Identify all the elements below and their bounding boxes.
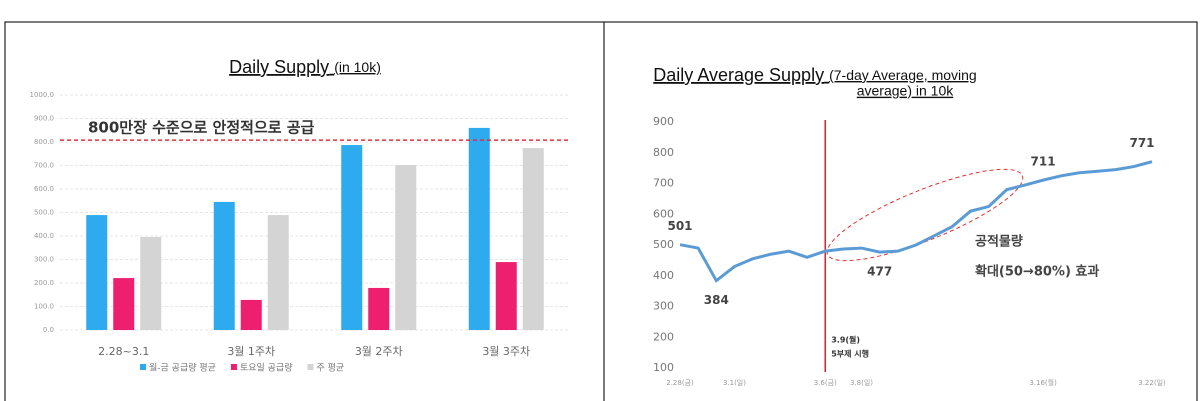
data-label: 477: [867, 265, 892, 279]
title: Daily Average Supply: [653, 65, 824, 85]
y-tick-label: 600: [653, 207, 674, 220]
frame: [4, 21, 1198, 401]
x-tick-label: 2.28(금): [666, 379, 694, 387]
bar: [522, 148, 544, 330]
bar: [495, 262, 517, 330]
y-tick-label: 200.0: [34, 279, 54, 287]
subtitle: (in 10k): [334, 59, 381, 75]
bar: [213, 201, 235, 330]
annotation: 800만장 수준으로 안정적으로 공급: [88, 119, 315, 137]
bar: [267, 215, 289, 330]
legend-label: 토요일 공급량: [240, 362, 293, 374]
x-tick-label: 3월 3주차: [482, 345, 530, 358]
legend-swatch: [230, 364, 237, 370]
data-label: 771: [1129, 136, 1154, 150]
bar: [240, 299, 262, 330]
y-tick-label: 800.0: [34, 138, 54, 146]
data-label: 501: [667, 219, 692, 233]
y-tick-label: 600.0: [34, 185, 54, 193]
y-tick-label: 300: [653, 300, 674, 313]
x-tick-label: 3.22(일): [1138, 378, 1166, 387]
legend-label: 주 평균: [316, 363, 344, 374]
y-tick-label: 500.0: [34, 209, 54, 217]
y-tick-label: 100: [653, 361, 674, 374]
x-tick-label: 2.28~3.1: [98, 345, 149, 358]
bar: [113, 278, 135, 330]
annotation: 공적물량: [975, 234, 1023, 250]
bar: [341, 145, 363, 330]
bar: [395, 165, 417, 330]
y-tick-label: 700.0: [34, 162, 54, 170]
y-tick-label: 200: [653, 330, 674, 343]
subtitle: (7-day Average, moving: [829, 67, 977, 83]
legend-label: 월-금 공급량 평균: [149, 362, 216, 374]
data-label: 384: [704, 293, 729, 307]
subtitle: average) in 10k: [857, 83, 955, 99]
x-tick-label: 3월 1주차: [227, 345, 275, 358]
y-tick-label: 700: [653, 177, 674, 190]
chart-title: Daily Supply (in 10k): [229, 57, 381, 77]
legend-swatch: [307, 364, 314, 370]
bar: [368, 287, 390, 330]
event-label: 5부제 시행: [831, 349, 869, 359]
chart-title: Daily Average Supply (7-day Average, mov…: [653, 65, 976, 85]
y-tick-label: 100.0: [34, 303, 54, 311]
x-tick-label: 3.1(일): [723, 378, 746, 387]
legend-swatch: [140, 364, 146, 370]
x-tick-label: 3.16(월): [1029, 378, 1057, 387]
bar: [86, 215, 108, 330]
x-tick-label: 3.6(금): [814, 379, 837, 387]
y-tick-label: 1000.0: [30, 91, 55, 99]
bar: [140, 236, 162, 330]
x-tick-label: 3월 2주차: [355, 345, 403, 358]
title: Daily Supply: [229, 57, 329, 77]
data-label: 711: [1031, 155, 1056, 169]
y-tick-label: 0.0: [43, 326, 54, 334]
y-tick-label: 900: [653, 115, 674, 128]
annotation: 확대(50→80%) 효과: [975, 264, 1099, 280]
y-tick-label: 400: [653, 269, 674, 282]
y-tick-label: 400.0: [34, 232, 54, 240]
y-tick-label: 300.0: [34, 256, 54, 264]
y-tick-label: 500: [653, 238, 674, 251]
y-tick-label: 900.0: [34, 115, 54, 123]
event-label: 3.9(월): [831, 335, 860, 345]
bar: [468, 127, 490, 331]
y-tick-label: 800: [653, 146, 674, 159]
highlight-ellipse: [826, 168, 1024, 262]
line: [679, 160, 1153, 283]
x-tick-label: 3.8(일): [850, 378, 873, 387]
